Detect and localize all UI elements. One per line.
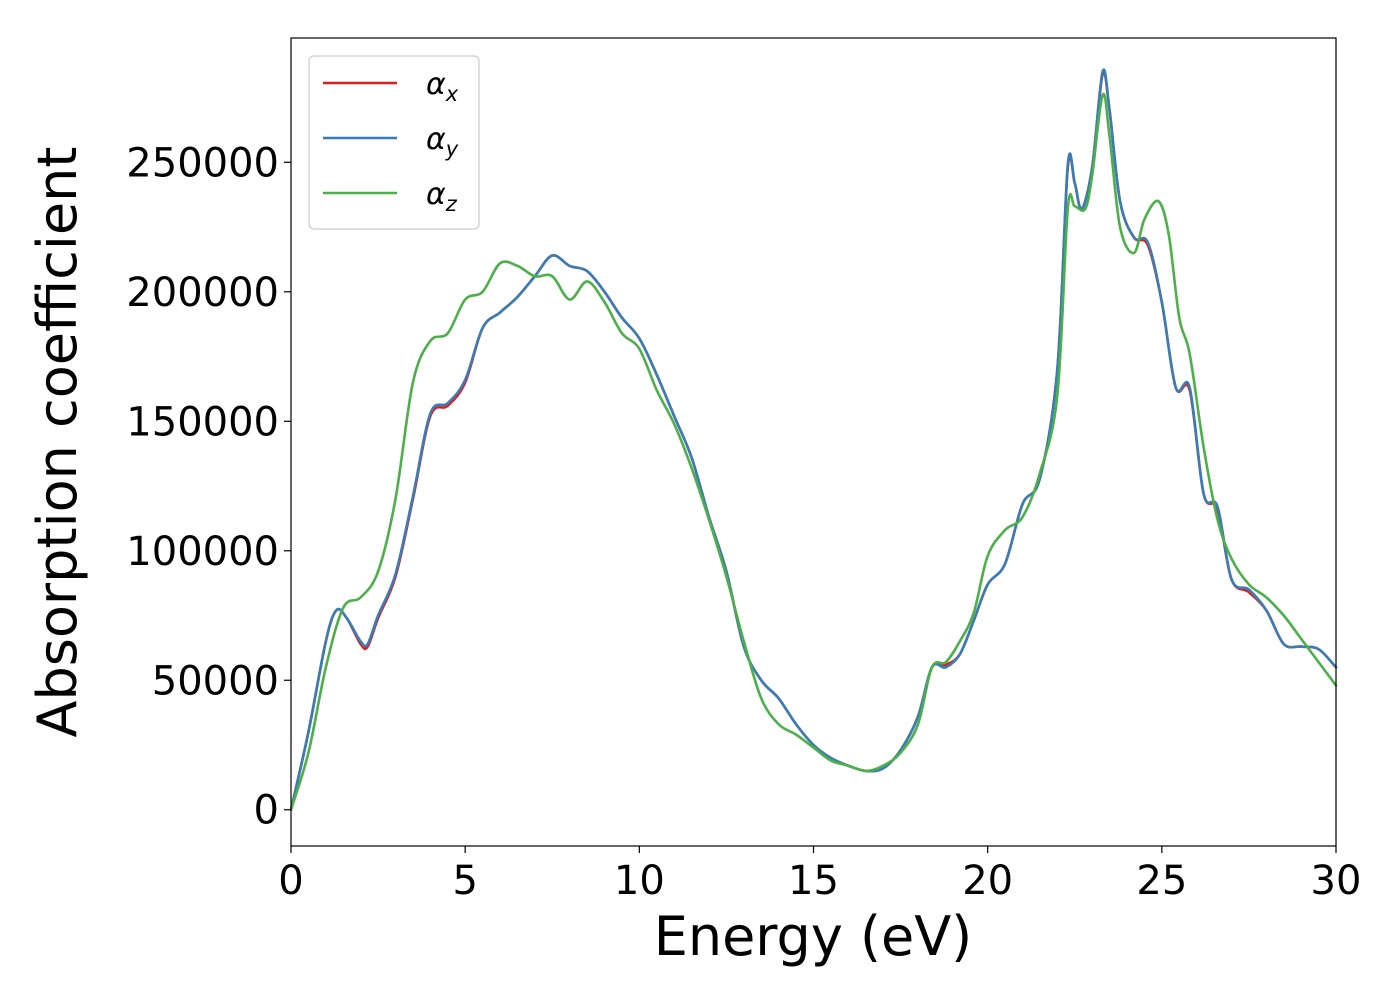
x-tick-label-0: 0 <box>278 858 303 904</box>
legend-symbol: α <box>426 177 446 212</box>
legend-symbol: α <box>426 122 446 157</box>
legend-label-x: αx <box>426 67 459 106</box>
ticks-layer: 0 5 10 15 20 25 30 0 50000 100000 150000 200000 2500… <box>126 140 1361 904</box>
legend-label-y: αy <box>426 122 459 161</box>
legend-box <box>308 55 480 230</box>
series-line-z <box>289 92 1338 812</box>
y-axis-title: Absorption coefficient <box>26 147 89 738</box>
series-layer <box>289 68 1338 812</box>
x-tick-label-4: 20 <box>962 858 1013 904</box>
legend-symbol: α <box>426 67 446 102</box>
x-tick-label-6: 30 <box>1311 858 1362 904</box>
y-tick-label-3: 150000 <box>126 399 279 445</box>
y-tick-label-5: 250000 <box>126 140 279 186</box>
y-tick-label-0: 0 <box>254 788 279 834</box>
y-tick-label-1: 50000 <box>152 658 279 704</box>
x-tick-label-2: 10 <box>614 858 665 904</box>
x-tick-label-1: 5 <box>452 858 477 904</box>
legend-label-z: αz <box>426 177 458 216</box>
y-tick-label-2: 100000 <box>126 529 279 575</box>
x-tick-label-5: 25 <box>1136 858 1187 904</box>
legend-subscript: x <box>445 82 459 106</box>
x-tick-label-3: 15 <box>788 858 839 904</box>
x-axis-title: Energy (eV) <box>654 905 973 968</box>
legend-subscript: y <box>445 137 459 161</box>
legend-subscript: z <box>445 192 458 216</box>
y-tick-label-4: 200000 <box>126 270 279 316</box>
